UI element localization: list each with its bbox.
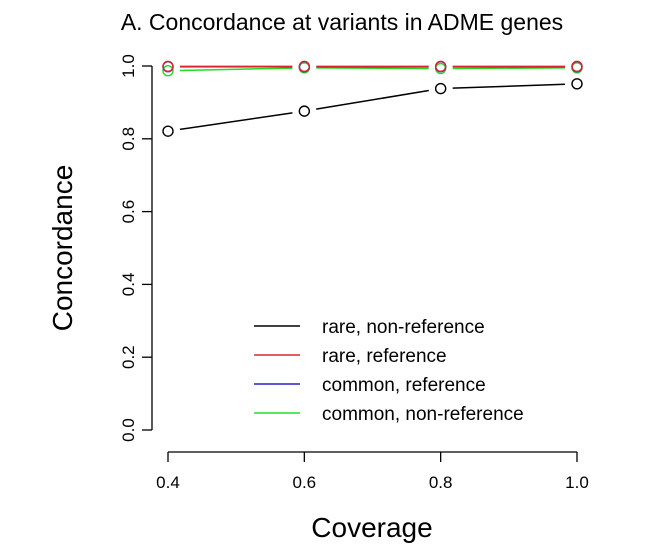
data-point	[434, 82, 447, 95]
x-tick-label: 0.8	[429, 473, 453, 492]
legend-label: rare, reference	[322, 346, 447, 367]
legend: rare, non-reference rare, reference common…	[254, 317, 524, 425]
x-axis-label: Coverage	[311, 512, 432, 543]
x-tick-label: 0.4	[156, 473, 180, 492]
data-point	[298, 105, 311, 117]
data-point	[162, 125, 174, 137]
y-tick-label: 0.4	[119, 273, 138, 297]
axes: 0.0 0.2 0.4 0.6 0.8 1.0 0.4 0.6 0.8 1.0	[119, 54, 589, 492]
data-point	[434, 60, 447, 73]
data-point	[571, 78, 583, 90]
legend-label: rare, non-reference	[322, 317, 485, 338]
data-point	[162, 65, 174, 77]
legend-label: common, non-reference	[322, 404, 524, 425]
series-line-segment	[316, 89, 429, 110]
y-tick-label: 0.8	[119, 127, 138, 151]
series-line-segment	[452, 83, 566, 89]
series-layer	[162, 60, 583, 137]
series-line-segment	[179, 67, 293, 72]
series-line-segment	[452, 67, 566, 70]
data-point	[162, 60, 174, 73]
data-point	[298, 60, 311, 73]
legend-label: common, reference	[322, 375, 486, 396]
y-tick-label: 0.6	[119, 200, 138, 224]
y-axis-label: Concordance	[47, 165, 78, 332]
series-line-segment	[316, 67, 429, 70]
y-tick-label: 1.0	[119, 54, 138, 78]
data-point	[571, 60, 583, 73]
x-tick-label: 1.0	[565, 473, 589, 492]
x-tick-label: 0.6	[293, 473, 317, 492]
series-line-segment	[179, 112, 293, 131]
y-tick-label: 0.0	[119, 418, 138, 442]
chart-title: A. Concordance at variants in ADME genes	[121, 9, 563, 35]
y-tick-label: 0.2	[119, 345, 138, 369]
